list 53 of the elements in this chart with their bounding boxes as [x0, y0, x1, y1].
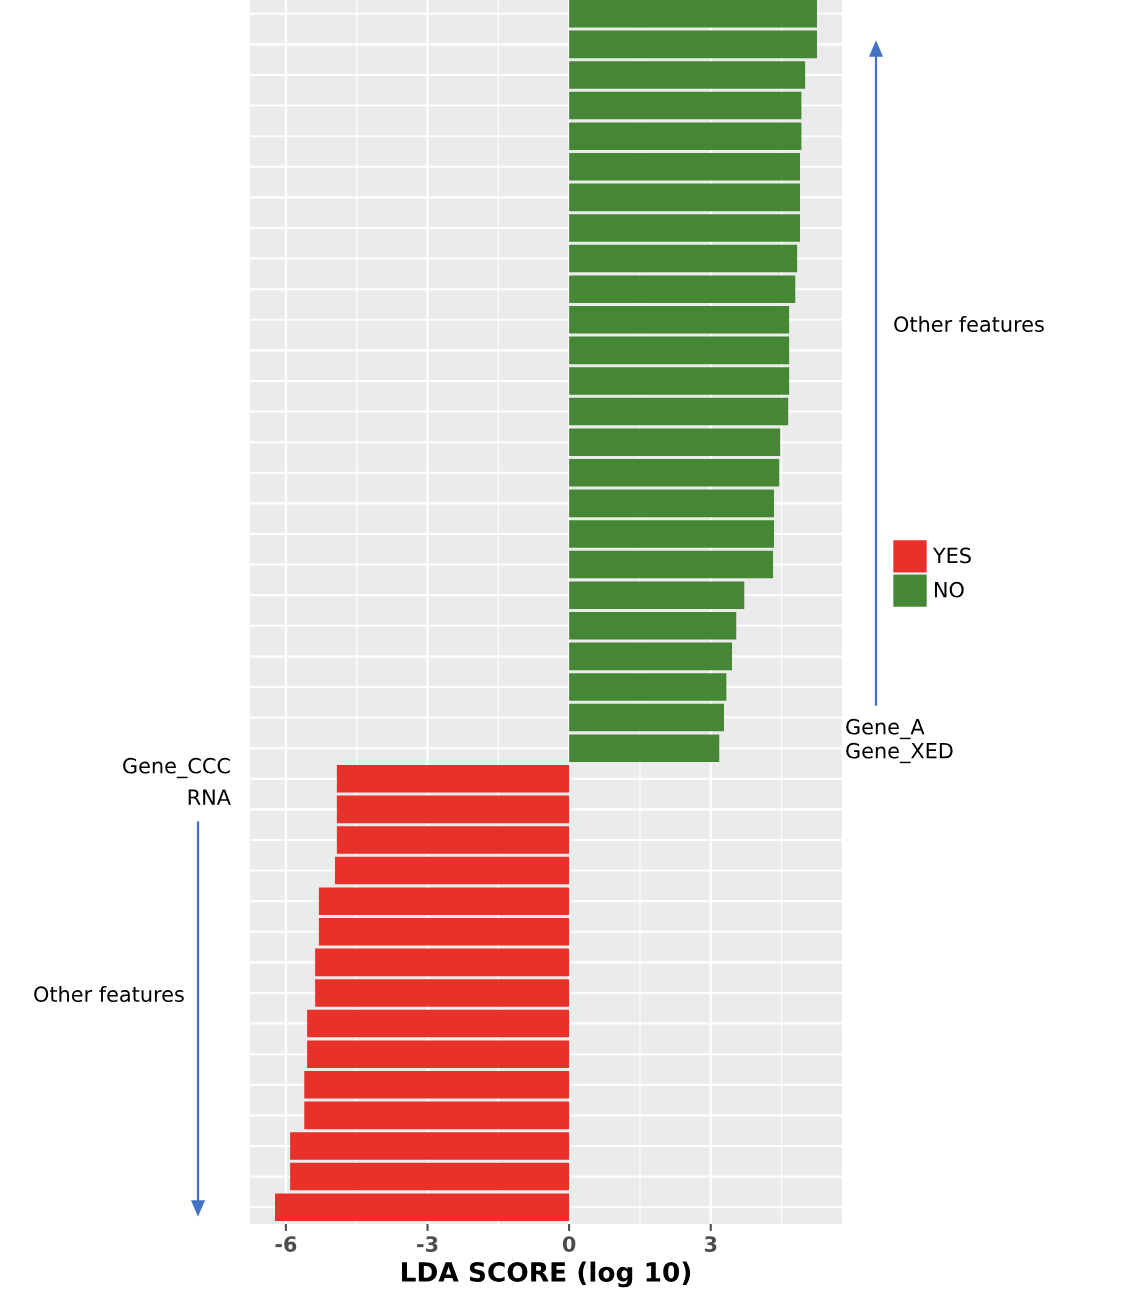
bar: [569, 61, 806, 89]
bar: [315, 948, 570, 977]
bar: [569, 550, 774, 579]
bar: [569, 30, 817, 59]
bar: [569, 734, 720, 762]
bar: [569, 91, 802, 120]
bar: [569, 397, 789, 426]
bar: [290, 1132, 570, 1160]
bar: [569, 642, 732, 671]
bar: [304, 1101, 570, 1130]
x-tick-label: -6: [275, 1236, 297, 1252]
bar: [569, 581, 745, 609]
bar: [569, 306, 790, 334]
bar: [275, 1193, 570, 1221]
text: Gene_CCC: [123, 757, 230, 779]
bar: [336, 795, 570, 824]
text: Other features: [34, 985, 184, 1003]
bar: [569, 0, 817, 28]
x-axis-title: LDA SCORE (log 10): [402, 1261, 691, 1288]
bar: [318, 887, 570, 915]
bar: [307, 1009, 570, 1038]
bar: [569, 459, 780, 487]
bar: [569, 336, 790, 365]
bar: [569, 244, 798, 273]
text: Gene_A: [846, 718, 925, 740]
bar: [307, 1040, 570, 1068]
text: Gene_XED: [846, 742, 953, 764]
bar: [569, 673, 727, 701]
bar: [318, 918, 570, 946]
bar: [569, 703, 724, 732]
x-tick-label: 3: [704, 1236, 717, 1252]
bar: [569, 489, 775, 518]
x-tick-label: -3: [417, 1236, 438, 1252]
bar: [290, 1162, 570, 1191]
legend-label: NO: [934, 581, 964, 598]
bar: [569, 367, 790, 395]
bar: [569, 612, 737, 640]
bar: [569, 520, 775, 548]
x-tick-label: 0: [562, 1236, 576, 1252]
text: Other features: [894, 315, 1044, 333]
bar: [569, 122, 802, 150]
bar: [334, 856, 570, 885]
bar: [336, 826, 570, 854]
bar: [336, 765, 570, 793]
bar: [569, 275, 796, 303]
bar: [569, 183, 800, 212]
legend-label: YES: [932, 547, 971, 564]
bar: [569, 153, 800, 181]
bar: [569, 214, 800, 242]
bar: [569, 428, 781, 456]
bar: [304, 1071, 570, 1099]
text: RNA: [188, 789, 231, 805]
bar: [315, 979, 570, 1007]
